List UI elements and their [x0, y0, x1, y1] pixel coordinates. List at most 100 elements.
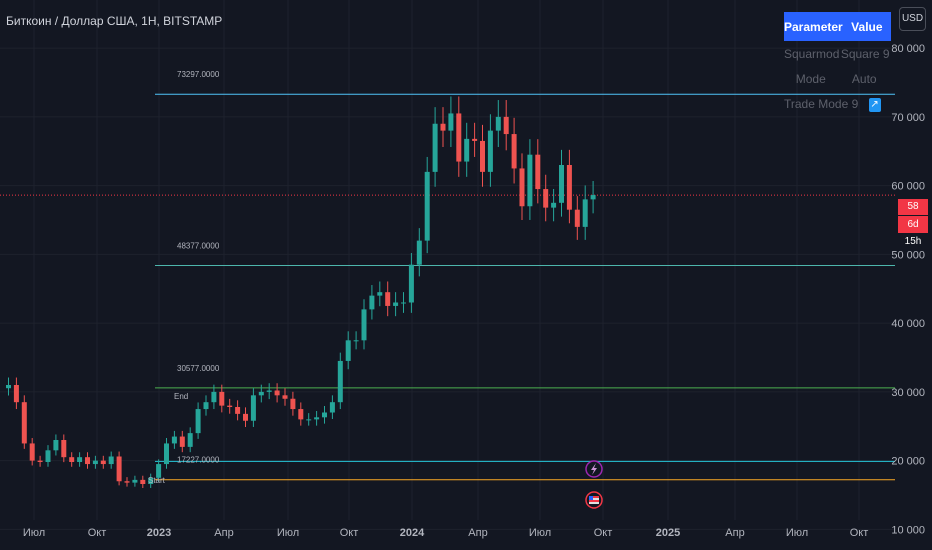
parameter-value: Auto	[851, 71, 877, 86]
x-tick-label: 2025	[656, 527, 680, 539]
candle-body	[306, 419, 312, 421]
level-label: 30577.0000	[177, 364, 220, 373]
candle-body	[274, 390, 280, 396]
candle-body	[203, 402, 209, 410]
x-tick-label: Апр	[725, 527, 744, 539]
candle-body	[543, 189, 549, 208]
chart-grid	[0, 0, 895, 530]
candle-body	[77, 457, 83, 462]
candle-body	[61, 440, 67, 458]
candle-body	[503, 116, 509, 135]
last-price-tag: 58 623	[898, 199, 928, 228]
parameter-name: Squarmod	[784, 46, 840, 61]
candle-body	[574, 209, 580, 227]
end-label: End	[174, 392, 188, 401]
candle-body	[69, 457, 75, 462]
candle-body	[487, 130, 493, 172]
candle-body	[393, 302, 399, 306]
candle-body	[282, 395, 288, 399]
candle-body	[258, 391, 264, 396]
candle-body	[519, 168, 525, 207]
candle-body	[235, 407, 241, 414]
candle-body	[527, 154, 533, 207]
candle-body	[6, 385, 11, 389]
candle-body	[290, 398, 296, 410]
candle-body	[148, 477, 154, 484]
parameter-table-header: Parameter Value	[784, 12, 891, 41]
trend-arrow-icon: ↗	[868, 97, 881, 112]
candle-body	[92, 460, 98, 465]
candle-body	[266, 390, 272, 392]
candle-body	[566, 165, 572, 210]
start-label: Start	[148, 476, 166, 485]
candle-body	[551, 202, 557, 208]
countdown-tag: 6d 15h	[898, 216, 928, 247]
currency-button[interactable]: USD	[899, 7, 926, 31]
candle-body	[535, 154, 541, 190]
candle-body	[187, 433, 193, 447]
level-label: 17227.0000	[177, 456, 220, 465]
value-header: Value	[851, 19, 883, 34]
candle-body	[511, 134, 517, 169]
parameter-table: Parameter Value Squarmod Square 9 Mode A…	[784, 12, 891, 116]
candle-body	[164, 443, 169, 465]
candle-body	[345, 340, 351, 361]
y-tick-label: 50 000	[891, 249, 925, 261]
candle-body	[179, 436, 185, 447]
y-tick-label: 70 000	[891, 112, 925, 124]
candle-body	[440, 123, 446, 131]
candle-body	[195, 409, 201, 434]
parameter-row: Trade Mode 9 ↗	[784, 91, 891, 116]
candle-body	[424, 171, 430, 241]
candle-body	[140, 479, 146, 484]
candle-body	[171, 436, 177, 444]
x-tick-label: Июл	[23, 527, 45, 539]
candle-body	[369, 295, 375, 310]
y-tick-label: 30 000	[891, 387, 925, 399]
parameter-value: Square 9	[840, 46, 890, 61]
candle-body	[590, 195, 596, 200]
candle-body	[416, 240, 422, 265]
candle-body	[21, 402, 27, 444]
candle-body	[29, 443, 35, 461]
candle-body	[353, 340, 359, 342]
candle-body	[243, 413, 248, 421]
x-tick-label: Июл	[277, 527, 299, 539]
x-tick-label: 2024	[400, 527, 425, 539]
parameter-value: ↗	[858, 96, 891, 112]
y-tick-label: 40 000	[891, 318, 925, 330]
us-flag-icon-stripe	[589, 496, 599, 498]
time-axis: Июл Окт 2023 Апр Июл Окт 2024 Апр Июл Окт 2025 Апр И…	[23, 527, 868, 539]
x-tick-label: Окт	[88, 527, 107, 539]
candle-body	[156, 464, 162, 478]
us-flag-icon-canton	[589, 496, 593, 500]
level-lines: 73297.0000 48377.0000 30577.0000 17227.0000	[0, 70, 895, 481]
price-axis: 10 000 20 000 30 000 40 000 50 000 60 000 70 0…	[891, 43, 925, 536]
x-tick-label: Окт	[850, 527, 869, 539]
candle-body	[408, 264, 414, 303]
candle-body	[582, 199, 588, 227]
symbol-title[interactable]: Биткоин / Доллар США, 1Н, BITSTAMP	[6, 14, 223, 28]
candle-body	[298, 409, 304, 420]
candle-body	[13, 385, 19, 403]
parameter-row: Mode Auto	[784, 66, 891, 91]
x-tick-label: Окт	[594, 527, 613, 539]
x-tick-label: Июл	[529, 527, 551, 539]
candle-body	[116, 456, 122, 482]
x-tick-label: Апр	[468, 527, 487, 539]
candlestick-series	[6, 96, 596, 488]
parameter-row: Squarmod Square 9	[784, 41, 891, 66]
candle-body	[361, 309, 367, 341]
x-tick-label: 2023	[147, 527, 171, 539]
y-tick-label: 20 000	[891, 456, 925, 468]
candle-body	[464, 138, 470, 162]
candle-body	[250, 395, 256, 421]
candle-body	[219, 391, 225, 406]
candle-body	[559, 165, 564, 203]
y-tick-label: 10 000	[891, 524, 925, 536]
candle-body	[85, 457, 90, 465]
parameter-name: Mode	[795, 71, 826, 86]
parameter-name: Trade Mode 9	[784, 96, 859, 111]
event-markers	[585, 460, 603, 509]
